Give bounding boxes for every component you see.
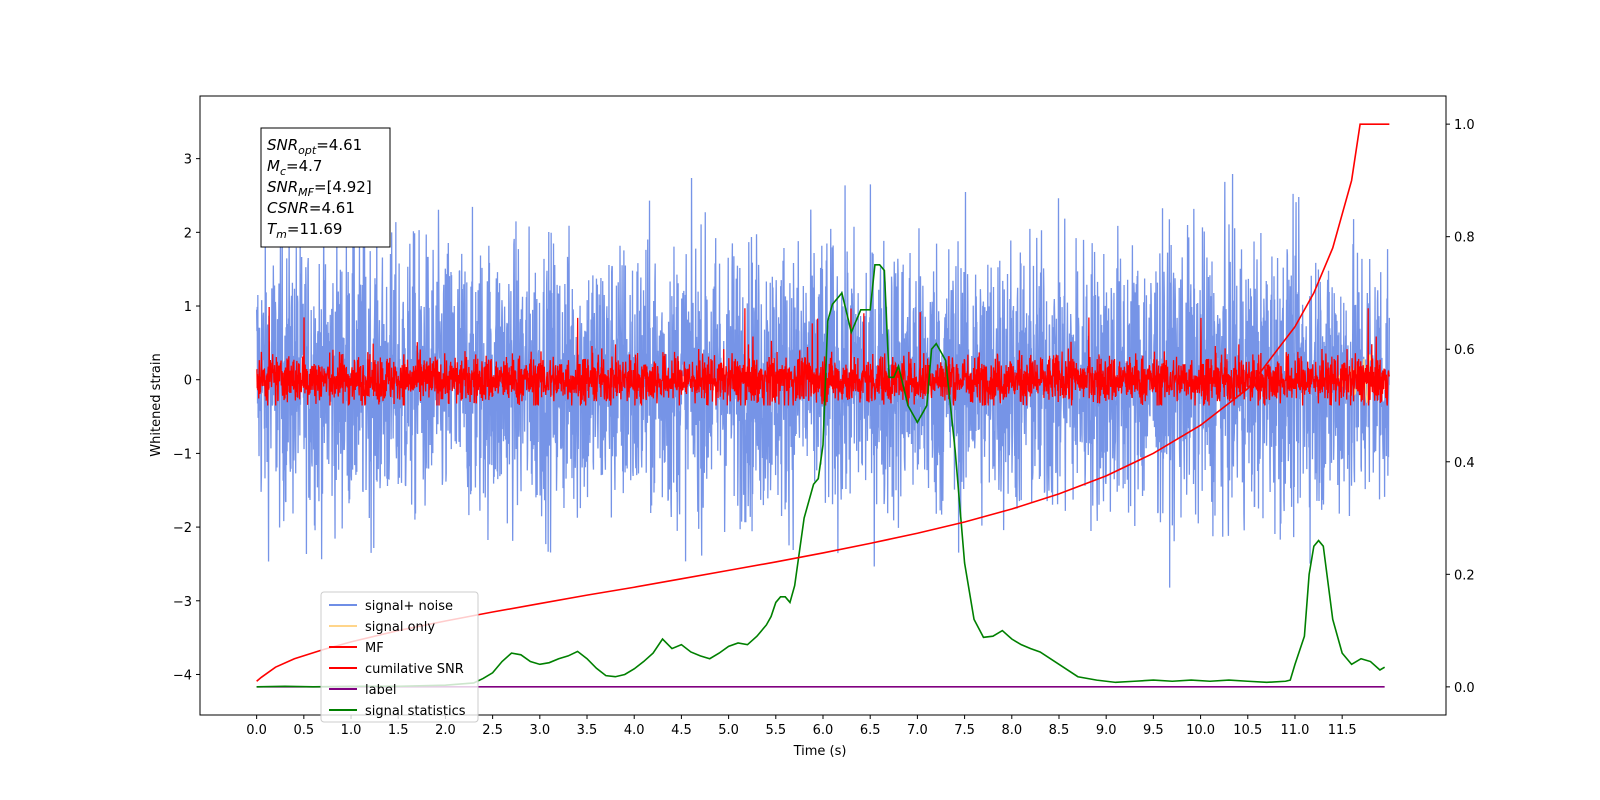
y2-tick-label: 0.2 xyxy=(1454,568,1475,583)
x-tick-label: 4.0 xyxy=(624,723,645,738)
x-tick-label: 10.0 xyxy=(1186,723,1215,738)
x-tick-label: 7.5 xyxy=(954,723,975,738)
y-tick-label: −4 xyxy=(173,668,192,683)
y-axis-left: −4 −3 −2 −1 0 1 2 3 xyxy=(173,153,200,683)
legend-label: cumilative SNR xyxy=(365,662,464,677)
x-tick-label: 6.0 xyxy=(813,723,834,738)
y2-tick-label: 0.8 xyxy=(1454,231,1475,246)
annotation-line: SNRopt=4.61 xyxy=(267,136,362,157)
x-tick-label: 8.5 xyxy=(1049,723,1070,738)
annotation-box-frame xyxy=(260,127,391,248)
annotation-line: SNRMF=[4.92] xyxy=(267,178,372,199)
legend-label: signal statistics xyxy=(365,704,466,719)
x-axis-label: Time (s) xyxy=(793,744,847,759)
x-tick-label: 4.5 xyxy=(671,723,692,738)
x-tick-label: 1.0 xyxy=(341,723,362,738)
legend-item: label xyxy=(329,683,396,698)
y2-tick-label: 1.0 xyxy=(1454,118,1475,133)
x-tick-label: 8.0 xyxy=(1001,723,1022,738)
x-tick-label: 2.0 xyxy=(435,723,456,738)
x-tick-label: 11.5 xyxy=(1328,723,1357,738)
annotation-line: Mc=4.7 xyxy=(267,157,322,178)
legend-label: MF xyxy=(365,641,384,656)
x-tick-label: 11.0 xyxy=(1280,723,1309,738)
x-tick-label: 5.5 xyxy=(765,723,786,738)
series-mf-line xyxy=(256,307,1390,406)
y-tick-label: −2 xyxy=(173,521,192,536)
x-tick-label: 3.5 xyxy=(577,723,598,738)
y-tick-label: 1 xyxy=(184,300,192,315)
annotation-line: CSNR=4.61 xyxy=(267,199,355,217)
x-tick-label: 10.5 xyxy=(1233,723,1262,738)
y2-tick-label: 0.0 xyxy=(1454,681,1475,696)
legend-item: signal+ noise xyxy=(329,599,453,614)
x-tick-label: 3.0 xyxy=(529,723,550,738)
y-tick-label: 3 xyxy=(184,153,192,168)
annotation-line: Tm=11.69 xyxy=(267,220,342,241)
y-tick-label: 0 xyxy=(184,374,192,389)
legend-item: cumilative SNR xyxy=(329,662,464,677)
legend-item: signal only xyxy=(329,620,435,635)
x-tick-label: 0.0 xyxy=(246,723,267,738)
x-tick-label: 5.0 xyxy=(718,723,739,738)
y2-tick-label: 0.4 xyxy=(1454,456,1475,471)
y-tick-label: −1 xyxy=(173,447,192,462)
legend-label: signal only xyxy=(365,620,435,635)
legend-frame xyxy=(320,591,479,723)
x-axis: 0.0 0.5 1.0 1.5 2.0 2.5 3.0 3.5 4.0 4.5 5.0 5.5 6.0 6… xyxy=(246,715,1357,738)
x-tick-label: 9.0 xyxy=(1096,723,1117,738)
legend-item: signal statistics xyxy=(329,704,466,719)
legend-item: MF xyxy=(329,641,384,656)
y-tick-label: −3 xyxy=(173,595,192,610)
y-tick-label: 2 xyxy=(184,226,192,241)
y2-tick-label: 0.6 xyxy=(1454,343,1475,358)
x-tick-label: 6.5 xyxy=(860,723,881,738)
y-axis-right: 0.0 0.2 0.4 0.6 0.8 1.0 xyxy=(1446,118,1475,696)
legend: signal+ noise signal only MF cumilative SNR… xyxy=(320,591,479,723)
x-tick-label: 9.5 xyxy=(1143,723,1164,738)
legend-label: label xyxy=(365,683,396,698)
x-tick-label: 2.5 xyxy=(482,723,503,738)
y-axis-label: Whitened strain xyxy=(149,353,164,456)
x-tick-label: 0.5 xyxy=(293,723,314,738)
x-tick-label: 1.5 xyxy=(388,723,409,738)
legend-label: signal+ noise xyxy=(365,599,453,614)
x-tick-label: 7.0 xyxy=(907,723,928,738)
series-signal-statistics-line xyxy=(256,264,1386,688)
